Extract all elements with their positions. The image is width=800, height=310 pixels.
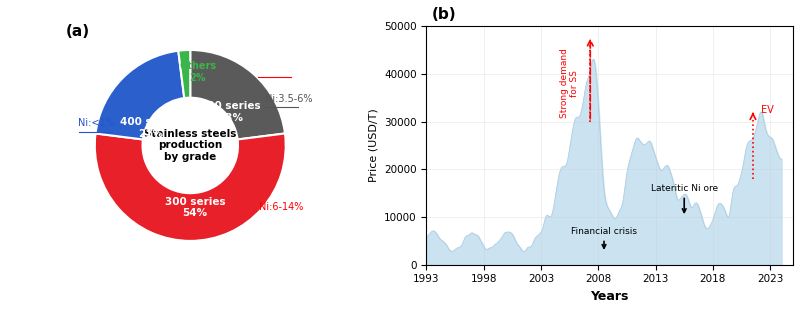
Wedge shape [94, 134, 286, 241]
Text: Ni:6-14%: Ni:6-14% [259, 202, 303, 212]
Text: 300 series
54%: 300 series 54% [165, 197, 226, 218]
Text: Strong demand
for SS: Strong demand for SS [560, 48, 579, 118]
Wedge shape [190, 50, 285, 140]
Text: (a): (a) [66, 24, 90, 39]
Text: Ni:3.5-6%: Ni:3.5-6% [265, 95, 312, 104]
Wedge shape [178, 50, 190, 98]
Text: EV: EV [761, 105, 774, 115]
Text: 200 series
23%: 200 series 23% [200, 101, 261, 123]
Wedge shape [95, 51, 184, 140]
Text: Lateritic Ni ore: Lateritic Ni ore [650, 184, 718, 212]
X-axis label: Years: Years [590, 290, 629, 303]
Text: Others
2%: Others 2% [179, 61, 217, 83]
Text: Ni:<1%: Ni:<1% [78, 118, 114, 128]
Text: Stainless steels
production
by grade: Stainless steels production by grade [144, 129, 237, 162]
Y-axis label: Price (USD/T): Price (USD/T) [369, 108, 378, 182]
Text: (b): (b) [432, 7, 457, 22]
Text: 400 series
21%: 400 series 21% [120, 117, 181, 139]
Text: Financial crisis: Financial crisis [571, 227, 637, 248]
